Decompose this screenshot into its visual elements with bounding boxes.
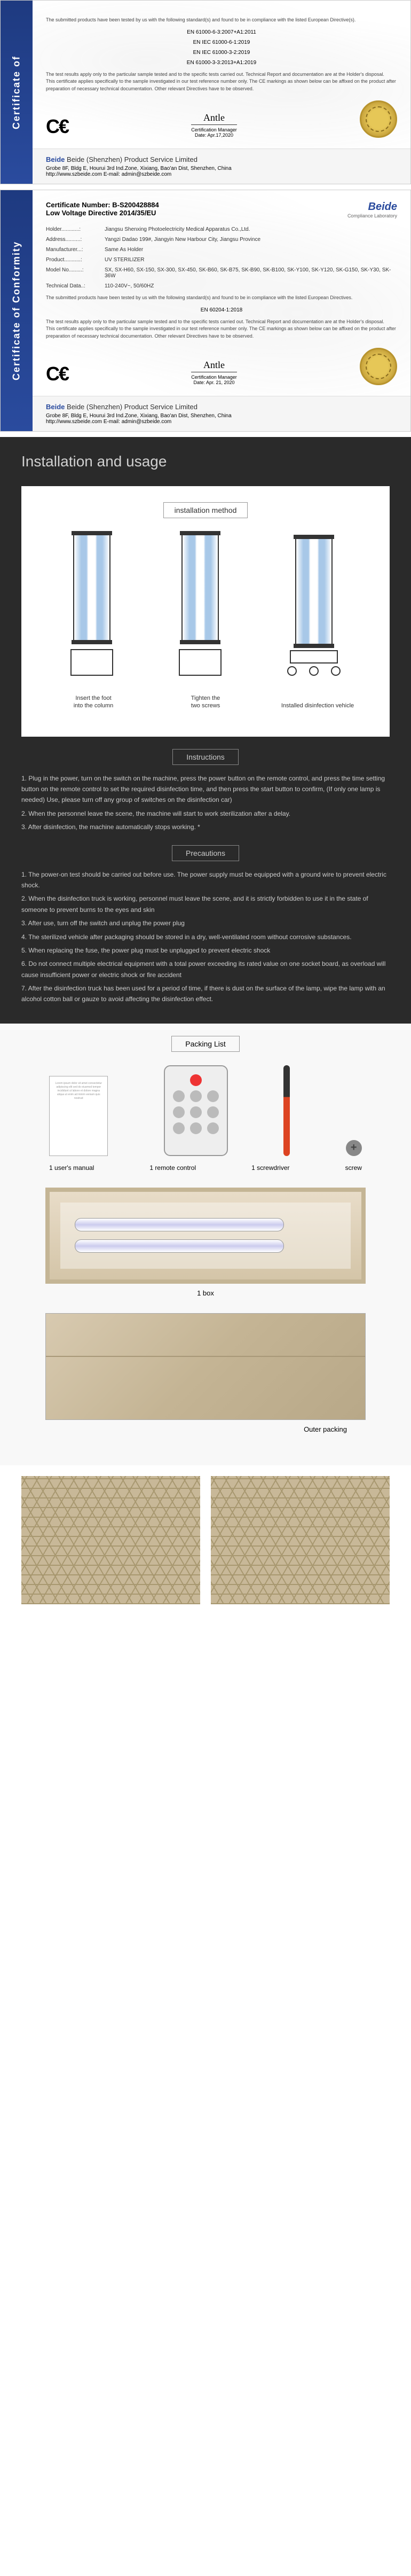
installation-section: Installation and usage installation meth… (0, 437, 411, 1024)
sig2-date: Date: Apr. 21, 2020 (191, 380, 237, 385)
cert1-std-3: EN 61000-3-3:2013+A1:2019 (46, 60, 397, 66)
sig2-title: Certification Manager (191, 374, 237, 380)
screw-icon (346, 1140, 362, 1156)
manual-icon: Lorem ipsum dolor sit amet consectetur a… (49, 1076, 108, 1156)
holder-label: Holder............: (46, 227, 105, 232)
address-label: Address..........: (46, 237, 105, 243)
product-label: Product...........: (46, 257, 105, 263)
techdata-label: Technical Data..: (46, 283, 105, 289)
honeycomb-left (21, 1476, 200, 1604)
model-label: Model No.........: (46, 267, 105, 279)
remote-icon (164, 1065, 228, 1156)
sig-date: Date: Apr.17,2020 (191, 132, 237, 138)
holder-value: Jiangsu Shenxing Photoelectricity Medica… (105, 227, 397, 232)
product-value: UV STERILIZER (105, 257, 397, 263)
manual-label: 1 user's manual (49, 1164, 94, 1172)
beide-logo: Beide (347, 201, 397, 213)
gold-seal-icon (360, 348, 397, 385)
precautions-title: Precautions (172, 845, 239, 861)
remote-label: 1 remote control (149, 1164, 196, 1172)
gold-seal-icon (360, 100, 397, 138)
outer-box-image (45, 1313, 366, 1420)
cert1-std-0: EN 61000-6-3:2007+A1:2011 (46, 29, 397, 35)
screwdriver-item (283, 1065, 290, 1156)
cert1-std-2: EN IEC 61000-3-2:2019 (46, 50, 397, 56)
instructions-title: Instructions (172, 749, 239, 765)
install-method-label: installation method (163, 502, 248, 518)
section-title: Installation and usage (21, 453, 390, 470)
ce-mark-icon: C€ (46, 115, 68, 138)
step2-label: Tighten the two screws (155, 694, 256, 710)
cert2-standard: EN 60204-1:2018 (46, 307, 397, 313)
model-value: SX, SX-H60, SX-150, SX-300, SX-450, SK-B… (105, 267, 397, 279)
outer-label: Outer packing (21, 1425, 390, 1433)
manufacturer-value: Same As Holder (105, 247, 397, 253)
device-step-2 (179, 534, 222, 676)
packing-title: Packing List (171, 1036, 239, 1052)
screw-item (346, 1140, 362, 1156)
precautions-text: 1. The power-on test should be carried o… (21, 869, 390, 1005)
step1-label: Insert the foot into the column (43, 694, 144, 710)
certificate-1: Certificate of The submitted products ha… (0, 0, 411, 184)
sig-title: Certification Manager (191, 127, 237, 132)
manufacturer-label: Manufacturer...: (46, 247, 105, 253)
ce-mark-icon: C€ (46, 363, 68, 385)
honeycomb-section (0, 1465, 411, 1615)
device-step-3 (287, 538, 341, 676)
manual-item: Lorem ipsum dolor sit amet consectetur a… (49, 1076, 108, 1156)
cert-number: Certificate Number: B-S200428884 (46, 201, 159, 209)
signature-2: Antle (191, 360, 237, 372)
box-label: 1 box (21, 1289, 390, 1297)
address-value: Yangzi Dadao 199#, Jiangyin New Harbour … (105, 237, 397, 243)
screwdriver-label: 1 screwdriver (251, 1164, 289, 1172)
remote-item (164, 1065, 228, 1156)
honeycomb-right (211, 1476, 390, 1604)
packing-section: Packing List Lorem ipsum dolor sit amet … (0, 1024, 411, 1465)
signature: Antle (191, 112, 237, 125)
cert-directive: Low Voltage Directive 2014/35/EU (46, 209, 159, 217)
cert1-note: The test results apply only to the parti… (46, 71, 397, 93)
cert2-side-label: Certificate of Conformity (1, 190, 33, 431)
step3-label: Installed disinfection vehicle (267, 702, 368, 709)
cert2-intro: The submitted products have been tested … (46, 294, 397, 302)
logo-subtitle: Compliance Laboratory (347, 213, 397, 218)
cert1-intro: The submitted products have been tested … (46, 17, 397, 24)
cert-company-footer: Beide Beide (Shenzhen) Product Service L… (33, 149, 410, 184)
cert2-company-footer: Beide Beide (Shenzhen) Product Service L… (33, 396, 410, 431)
techdata-value: 110-240V~, 50/60HZ (105, 283, 397, 289)
cert1-std-1: EN IEC 61000-6-1:2019 (46, 40, 397, 45)
cert2-note: The test results apply only to the parti… (46, 318, 397, 340)
certificate-2: Certificate of Conformity Certificate Nu… (0, 190, 411, 432)
box-image (45, 1188, 366, 1284)
instructions-text: 1. Plug in the power, turn on the switch… (21, 773, 390, 833)
screwdriver-icon (283, 1065, 290, 1156)
device-step-1 (70, 534, 113, 676)
screw-label: screw (345, 1164, 362, 1172)
cert-side-label: Certificate of (1, 1, 33, 184)
install-diagram-box: installation method Insert the foot into… (21, 486, 390, 737)
